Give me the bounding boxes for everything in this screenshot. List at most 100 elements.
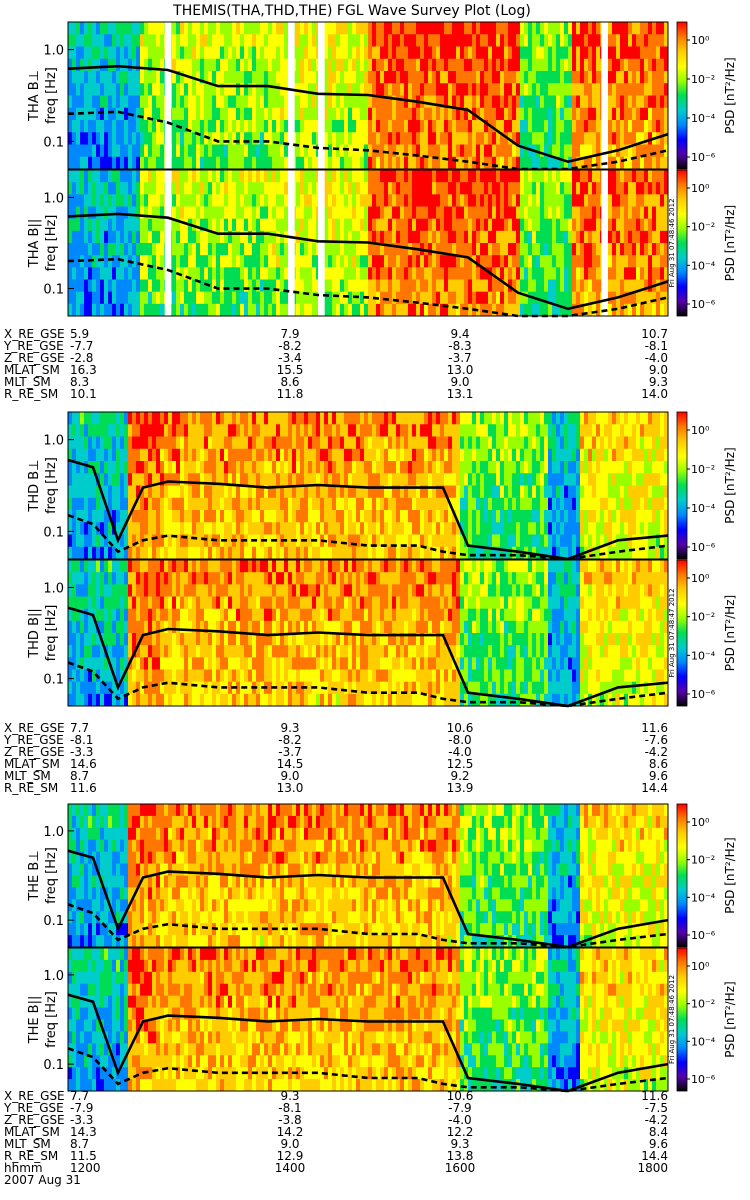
spectrogram-cell <box>544 303 549 317</box>
spectrogram-cell <box>208 170 213 183</box>
spectrogram-cell <box>100 120 105 133</box>
spectrogram-cell <box>492 412 497 425</box>
spectrogram-cell <box>420 510 425 523</box>
spectrogram-cell <box>220 510 225 523</box>
spectrogram-cell <box>412 424 417 437</box>
spectrogram-cell <box>660 132 665 145</box>
spectrogram-cell <box>120 412 125 425</box>
spectrogram-cell <box>644 71 649 84</box>
spectrogram-cell <box>500 170 505 183</box>
spectrogram-cell <box>116 107 121 121</box>
spectrogram-cell <box>224 206 229 220</box>
spectrogram-cell <box>132 107 137 121</box>
spectrogram-cell <box>220 522 225 535</box>
spectrogram-cell <box>328 534 333 548</box>
spectrogram-cell <box>524 170 529 183</box>
spectrogram-cell <box>272 485 277 499</box>
spectrogram-cell <box>328 473 333 486</box>
spectrogram-cell <box>364 546 369 560</box>
colorbar-tick-label: 10⁻² <box>691 221 715 234</box>
spectrogram-cell <box>648 303 653 317</box>
spectrogram-cell <box>468 267 473 280</box>
spectrogram-cell <box>436 194 441 207</box>
spectrogram-cell <box>84 534 89 548</box>
spectrogram-cell <box>212 22 217 35</box>
spectrogram-cell <box>480 58 485 72</box>
spectrogram-cell <box>312 436 317 450</box>
spectrogram-cell <box>644 267 649 280</box>
spectrogram-cell <box>364 194 369 207</box>
spectrogram-cell <box>72 58 77 72</box>
spectrogram-cell <box>200 120 205 133</box>
spectrogram-cell <box>396 218 401 232</box>
spectrogram-cell <box>548 120 553 133</box>
spectrogram-cell <box>388 267 393 280</box>
spectrogram-cell <box>280 303 285 317</box>
spectrogram-cell <box>368 497 373 511</box>
spectrogram-cell <box>576 71 581 84</box>
spectrogram-cell <box>116 485 121 499</box>
spectrogram-cell <box>308 182 313 195</box>
spectrogram-cell <box>376 303 381 317</box>
spectrogram-cell <box>276 120 281 133</box>
spectrogram-cell <box>248 461 253 474</box>
spectrogram-cell <box>96 218 101 232</box>
spectrogram-cell <box>456 485 461 499</box>
spectrogram-cell <box>616 58 621 72</box>
spectrogram-cell <box>84 170 89 183</box>
spectrogram-cell <box>504 424 509 437</box>
spectrogram-cell <box>444 255 449 268</box>
spectrogram-cell <box>352 83 357 96</box>
y-tick-label: 1.0 <box>43 191 64 206</box>
spectrogram-cell <box>472 83 477 96</box>
spectrogram-cell <box>404 218 409 232</box>
spectrogram-cell <box>632 291 637 305</box>
spectrogram-cell <box>76 46 81 60</box>
spectrogram-cell <box>544 46 549 60</box>
spectrogram-cell <box>84 448 89 462</box>
spectrogram-cell <box>340 46 345 60</box>
spectrogram-cell <box>616 71 621 84</box>
spectrogram-cell <box>300 156 305 170</box>
spectrogram-cell <box>388 436 393 450</box>
spectrogram-cell <box>388 182 393 195</box>
spectrogram-cell <box>272 182 277 195</box>
spectrogram-cell <box>504 156 509 170</box>
spectrogram-cell <box>468 461 473 474</box>
spectrogram-cell <box>276 22 281 35</box>
spectrogram-cell <box>360 522 365 535</box>
spectrogram-cell <box>260 218 265 232</box>
spectrogram-cell <box>120 534 125 548</box>
spectrogram-cell <box>400 132 405 145</box>
spectrogram-cell <box>380 58 385 72</box>
spectrogram-cell <box>240 182 245 195</box>
spectrogram-cell <box>352 22 357 35</box>
spectrogram-cell <box>188 206 193 220</box>
spectrogram-cell <box>496 206 501 220</box>
spectrogram-cell <box>384 243 389 256</box>
spectrogram-cell <box>392 22 397 35</box>
spectrogram-cell <box>620 206 625 220</box>
spectrogram-cell <box>372 95 377 109</box>
spectrogram-cell <box>376 132 381 145</box>
spectrogram-cell <box>196 473 201 486</box>
spectrogram-cell <box>524 58 529 72</box>
spectrogram-cell <box>380 534 385 548</box>
spectrogram-cell <box>88 303 93 317</box>
spectrogram-cell <box>436 170 441 183</box>
spectrogram-cell <box>356 95 361 109</box>
spectrogram-cell <box>128 243 133 256</box>
spectrogram-cell <box>376 448 381 462</box>
spectrogram-cell <box>128 230 133 244</box>
spectrogram-cell <box>224 22 229 35</box>
spectrogram-cell <box>68 206 73 220</box>
spectrogram-cell <box>152 291 157 305</box>
spectrogram-cell <box>512 58 517 72</box>
spectrogram-cell <box>520 144 525 158</box>
spectrogram-cell <box>280 448 285 462</box>
spectrogram-cell <box>332 473 337 486</box>
spectrogram-cell <box>388 291 393 305</box>
spectrogram-cell <box>312 230 317 244</box>
spectrogram-cell <box>512 291 517 305</box>
spectrogram-cell <box>100 255 105 268</box>
